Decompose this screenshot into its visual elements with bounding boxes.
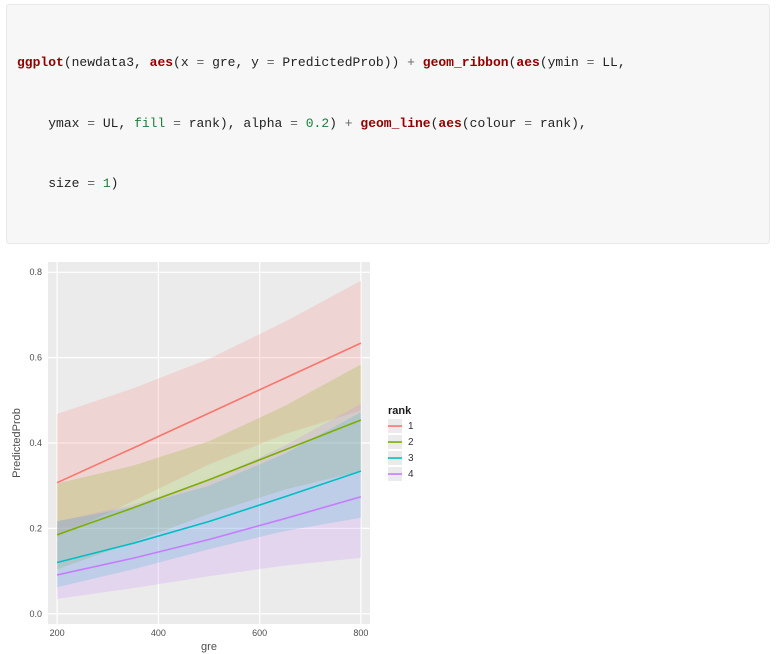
y-tick-label: 0.6 xyxy=(29,352,42,362)
legend-label: 1 xyxy=(408,421,414,432)
legend-label: 4 xyxy=(408,469,414,480)
code-line-2: ymax = UL, fill = rank), alpha = 0.2) + … xyxy=(17,114,759,134)
code-line-1: ggplot(newdata3, aes(x = gre, y = Predic… xyxy=(17,53,759,73)
y-tick-label: 0.2 xyxy=(29,523,42,533)
legend-label: 3 xyxy=(408,453,414,464)
y-axis-title: PredictedProb xyxy=(11,408,23,478)
x-axis-title: gre xyxy=(201,641,217,653)
x-tick-label: 400 xyxy=(151,628,166,638)
y-tick-label: 0.0 xyxy=(29,608,42,618)
chart-svg: 200 400 600 800 0.0 0.2 0.4 0.6 0.8 gre PredictedP… xyxy=(6,254,446,654)
y-tick-label: 0.4 xyxy=(29,438,42,448)
legend-label: 2 xyxy=(408,437,414,448)
code-line-3: size = 1) xyxy=(17,174,759,194)
y-tick-label: 0.8 xyxy=(29,267,42,277)
page: { "code": { "line1_parts": [ {"t":"ggplo… xyxy=(0,4,776,521)
x-tick-label: 800 xyxy=(353,628,368,638)
chart-figure: 200 400 600 800 0.0 0.2 0.4 0.6 0.8 gre PredictedP… xyxy=(6,254,776,654)
legend-title: rank xyxy=(388,405,412,417)
x-tick-label: 200 xyxy=(50,628,65,638)
x-tick-label: 600 xyxy=(252,628,267,638)
code-block: ggplot(newdata3, aes(x = gre, y = Predic… xyxy=(6,4,770,244)
